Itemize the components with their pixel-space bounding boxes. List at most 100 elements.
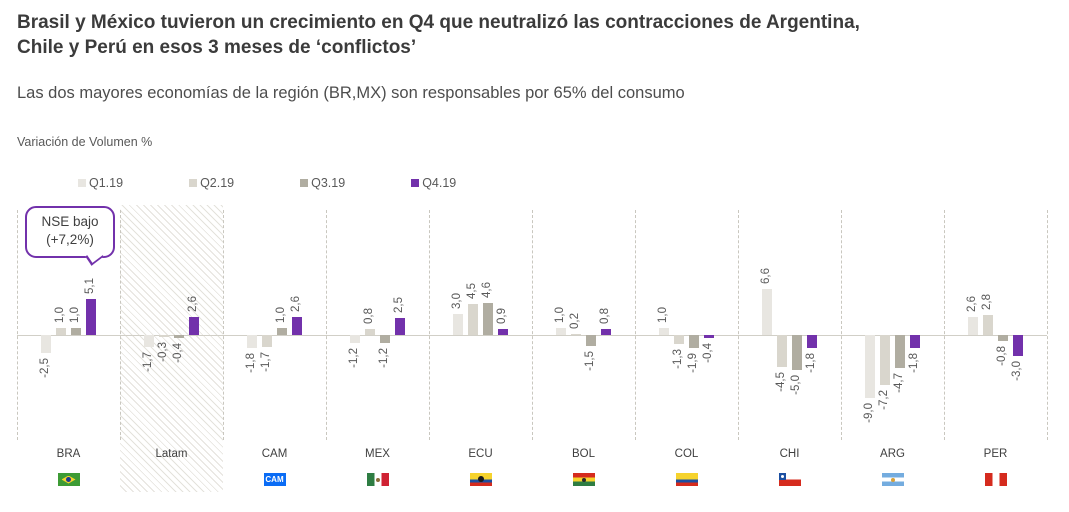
bar-value-label: 2,6 [290,295,302,312]
flag-cell-col [635,473,738,486]
country-flags-row: CAM [17,473,1047,486]
bar-value-label: -4,5 [775,371,787,392]
flag-cell-bra [17,473,120,486]
flag-cell-mex [326,473,429,486]
bar-arg-q1-19 [865,335,875,398]
bar-value-label: 1,0 [69,307,81,323]
bar-value-label: 2,6 [187,295,199,312]
argentina-flag-icon [881,473,904,486]
x-axis-label-per: PER [983,448,1008,460]
bar-ecu-q2-19 [468,303,478,335]
x-axis-label-mex: MEX [365,448,390,460]
group-separator-line [944,210,945,440]
bar-value-label: 0,2 [569,312,581,329]
bar-bra-q1-19 [41,335,51,353]
title-line-2: Chile y Perú en esos 3 meses de ‘conflic… [17,37,417,59]
group-separator-line [326,210,327,440]
legend-label: Q3.19 [311,176,346,190]
bar-chi-q4-19 [807,335,817,348]
x-axis-label-bra: BRA [56,448,81,460]
bar-cam-q2-19 [262,335,272,347]
bar-value-label: -1,8 [245,352,257,373]
bar-latam-q3-19 [174,335,184,338]
bar-per-q2-19 [983,315,993,335]
flag-cell-per [944,473,1047,486]
bar-value-label: 0,9 [496,307,508,324]
legend-label: Q2.19 [200,176,235,190]
bar-latam-q2-19 [159,335,169,338]
bar-value-label: -1,9 [687,353,699,374]
bar-value-label: 4,5 [466,282,478,299]
flag-cell-ecu [429,473,532,486]
bar-bra-q4-19 [86,299,96,335]
bar-value-label: -0,4 [172,342,184,363]
x-axis-label-ecu: ECU [468,448,493,460]
flag-cell-chi [738,473,841,486]
group-separator-line [429,210,430,440]
colombia-flag-icon [675,473,698,486]
bar-value-label: 1,0 [554,307,566,323]
bar-col-q4-19 [704,335,714,338]
x-axis-label-arg: ARG [880,448,905,460]
legend-label: Q4.19 [422,176,457,190]
bar-value-label: -1,3 [672,349,684,369]
bar-value-label: 2,5 [393,296,405,313]
bar-value-label: -1,7 [260,351,272,372]
bar-value-label: -0,8 [996,345,1008,366]
bar-mex-q1-19 [350,335,360,344]
group-separator-line [841,210,842,440]
legend-swatch-icon [189,179,198,187]
bar-bol-q3-19 [586,335,596,346]
page-title: Brasil y México tuvieron un crecimiento … [17,10,860,60]
bar-per-q4-19 [1013,335,1023,356]
bar-arg-q3-19 [895,335,905,368]
legend-swatch-icon [300,179,309,187]
group-separator-line [532,210,533,440]
bar-bra-q3-19 [71,328,81,335]
ecuador-flag-icon [469,473,492,486]
bar-value-label: -1,8 [805,352,817,373]
bar-arg-q2-19 [880,335,890,386]
bar-cam-q3-19 [277,328,287,335]
bar-latam-q1-19 [144,335,154,347]
x-axis-label-bol: BOL [571,448,595,460]
nse-annotation-line2: (+7,2%) [46,232,94,248]
x-axis-label-col: COL [674,448,699,460]
legend-item-q3-19: Q3.19 [300,176,345,190]
bar-chi-q2-19 [777,335,787,367]
latam-highlight-hatch [120,205,223,492]
bar-chi-q1-19 [762,288,772,335]
group-separator-line [223,210,224,440]
group-separator-line [1047,210,1048,440]
y-axis-title: Variación de Volumen % [17,135,153,149]
central-america-flag-icon: CAM [263,473,286,486]
x-axis-label-latam: Latam [155,448,188,460]
legend-swatch-icon [78,179,86,187]
chile-flag-icon [778,473,801,486]
plot-area: NSE bajo (+7,2%) -2,5 1,0 1,0 5,1 -1,7 -0,3 -0… [17,205,1048,440]
bar-value-label: -4,7 [893,372,905,393]
bar-col-q3-19 [689,335,699,349]
bar-value-label: -7,2 [878,390,890,411]
bar-chart: NSE bajo (+7,2%) -2,5 1,0 1,0 5,1 -1,7 -0,3 -0… [17,205,1048,495]
bar-bra-q2-19 [56,328,66,335]
brazil-flag-icon [57,473,80,486]
bar-value-label: 1,0 [54,307,66,323]
bar-cam-q1-19 [247,335,257,348]
bar-value-label: 6,6 [760,267,772,284]
bar-ecu-q4-19 [498,328,508,335]
bar-value-label: 2,6 [966,295,978,312]
bar-per-q1-19 [968,316,978,335]
bar-value-label: -0,4 [702,342,714,363]
bar-value-label: -3,0 [1011,361,1023,381]
bar-ecu-q3-19 [483,302,493,335]
legend-item-q1-19: Q1.19 [78,176,123,190]
bar-col-q2-19 [674,335,684,345]
page-subtitle: Las dos mayores economías de la región (… [17,84,685,102]
bar-value-label: 0,8 [363,308,375,325]
nse-annotation-line1: NSE bajo [41,214,99,229]
bar-value-label: -1,7 [142,351,154,372]
group-separator-line [738,210,739,440]
bar-value-label: 3,0 [451,293,463,309]
